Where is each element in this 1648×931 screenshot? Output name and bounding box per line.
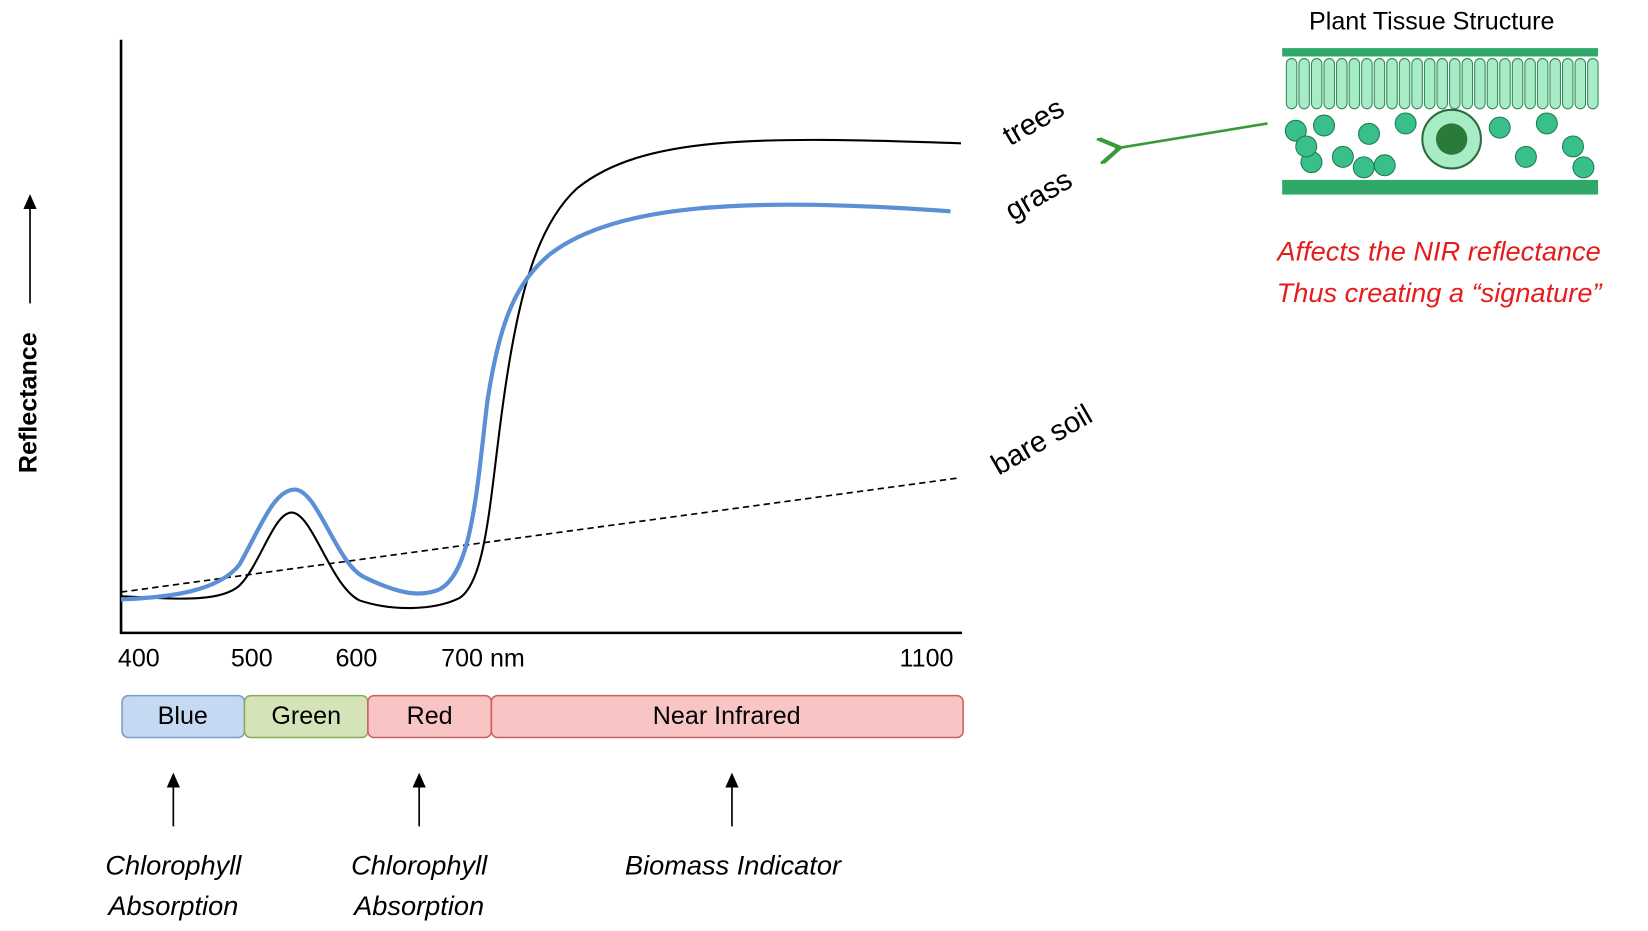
cell	[1374, 155, 1395, 176]
curve-label: bare soil	[986, 398, 1098, 482]
cell	[1359, 123, 1380, 144]
trees-curve	[121, 140, 961, 608]
cell	[1563, 136, 1584, 157]
cell	[1450, 59, 1460, 109]
cell	[1489, 117, 1510, 138]
tissue-image	[1282, 48, 1598, 199]
cell	[1311, 59, 1321, 109]
caption: Thus creating a “signature”	[1277, 277, 1604, 308]
cell	[1314, 115, 1335, 136]
cell	[1296, 136, 1317, 157]
diagram: Reflectance 400 500 600 700 nm 1100 tree…	[0, 0, 1648, 931]
band-label: Blue	[158, 702, 208, 730]
cell	[1573, 157, 1594, 178]
cell	[1462, 59, 1472, 109]
annotation: Biomass Indicator	[625, 849, 842, 880]
cell	[1437, 59, 1447, 109]
curve-label: grass	[999, 163, 1077, 227]
band-label: Green	[271, 702, 341, 730]
cell	[1588, 59, 1598, 109]
annotation: Absorption	[106, 890, 238, 921]
cell	[1575, 59, 1585, 109]
annotation: Absorption	[352, 890, 484, 921]
cell	[1512, 59, 1522, 109]
cell	[1412, 59, 1422, 109]
green-arrow	[1115, 123, 1268, 148]
cell	[1299, 59, 1309, 109]
grass-curve	[121, 205, 951, 600]
caption: Affects the NIR reflectance	[1275, 235, 1600, 266]
cell	[1475, 59, 1485, 109]
cell	[1487, 59, 1497, 109]
cell	[1353, 157, 1374, 178]
annotation: Chlorophyll	[105, 849, 242, 880]
cell	[1337, 59, 1347, 109]
cell	[1286, 59, 1296, 109]
curve-label: trees	[997, 91, 1070, 152]
x-label: 700 nm	[441, 645, 525, 673]
cell	[1387, 59, 1397, 109]
x-label: 600	[335, 645, 377, 673]
x-label: 400	[118, 645, 160, 673]
cell	[1332, 146, 1353, 167]
cell	[1525, 59, 1535, 109]
x-label: 500	[231, 645, 273, 673]
cell	[1374, 59, 1384, 109]
band-label: Red	[407, 702, 453, 730]
x-label: 1100	[900, 645, 954, 673]
cell	[1424, 59, 1434, 109]
cell	[1395, 113, 1416, 134]
band-label: Near Infrared	[653, 702, 801, 730]
cell	[1515, 146, 1536, 167]
cell	[1362, 59, 1372, 109]
cell	[1399, 59, 1409, 109]
cell	[1324, 59, 1334, 109]
cell	[1550, 59, 1560, 109]
y-axis-label: Reflectance	[15, 332, 43, 473]
cell	[1537, 59, 1547, 109]
cell	[1563, 59, 1573, 109]
cell	[1349, 59, 1359, 109]
annotation: Chlorophyll	[351, 849, 488, 880]
cell	[1536, 113, 1557, 134]
inset-title: Plant Tissue Structure	[1309, 8, 1554, 36]
cell	[1500, 59, 1510, 109]
